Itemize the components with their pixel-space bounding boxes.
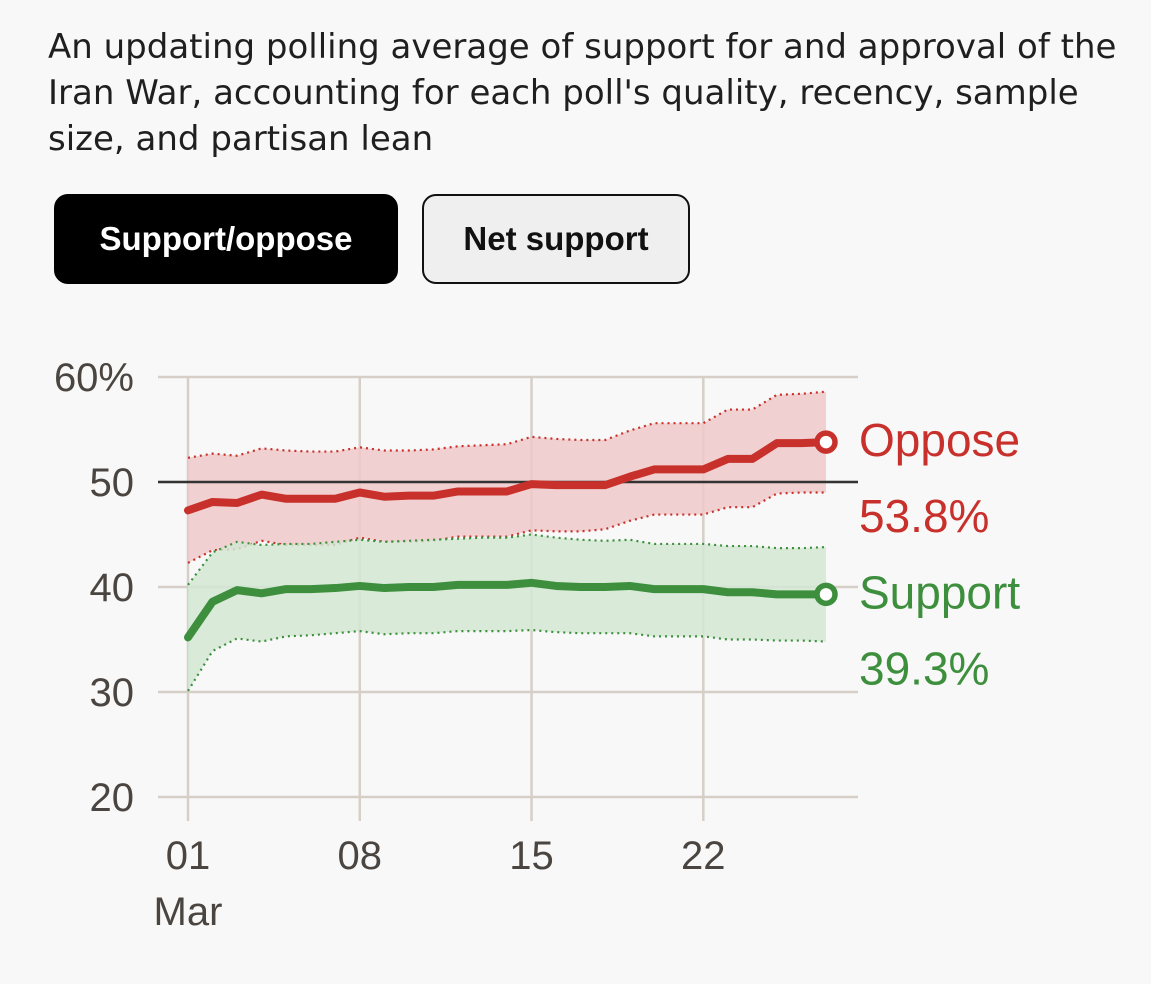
- x-tick-label: 15: [509, 834, 554, 878]
- oppose-series-label: Oppose: [859, 414, 1020, 466]
- support-lower-bound: [187, 628, 827, 692]
- support-end-marker: [814, 582, 838, 607]
- y-tick-label: 40: [90, 566, 135, 610]
- support-value-label: 39.3%: [859, 642, 989, 694]
- x-month-label: Mar: [154, 890, 223, 934]
- x-tick-label: 22: [681, 834, 726, 878]
- support-uncertainty-band: [188, 534, 826, 691]
- oppose-value-label: 53.8%: [859, 490, 989, 542]
- support-line: [184, 578, 830, 642]
- oppose-end-marker: [814, 430, 838, 454]
- x-tick-label: 01: [166, 834, 211, 878]
- oppose-uncertainty-band: [188, 391, 826, 563]
- y-tick-label: 30: [90, 671, 135, 715]
- support-upper-bound: [187, 533, 827, 586]
- view-toggle: Support/oppose Net support: [54, 194, 690, 284]
- y-tick-label: 60%: [54, 356, 134, 400]
- oppose-line: [184, 438, 830, 515]
- support-oppose-button[interactable]: Support/oppose: [54, 194, 398, 284]
- y-tick-label: 20: [90, 776, 135, 820]
- oppose-upper-bound: [187, 390, 827, 459]
- y-tick-label: 50: [90, 461, 135, 505]
- x-tick-label: 08: [338, 834, 383, 878]
- net-support-button[interactable]: Net support: [422, 194, 690, 284]
- chart-subtitle: An updating polling average of support f…: [48, 27, 1117, 159]
- polling-chart: 20 30 40 50 60% 01 08 15 22 Mar Oppose 53.8% Support…: [54, 356, 1020, 934]
- support-series-label: Support: [859, 566, 1020, 618]
